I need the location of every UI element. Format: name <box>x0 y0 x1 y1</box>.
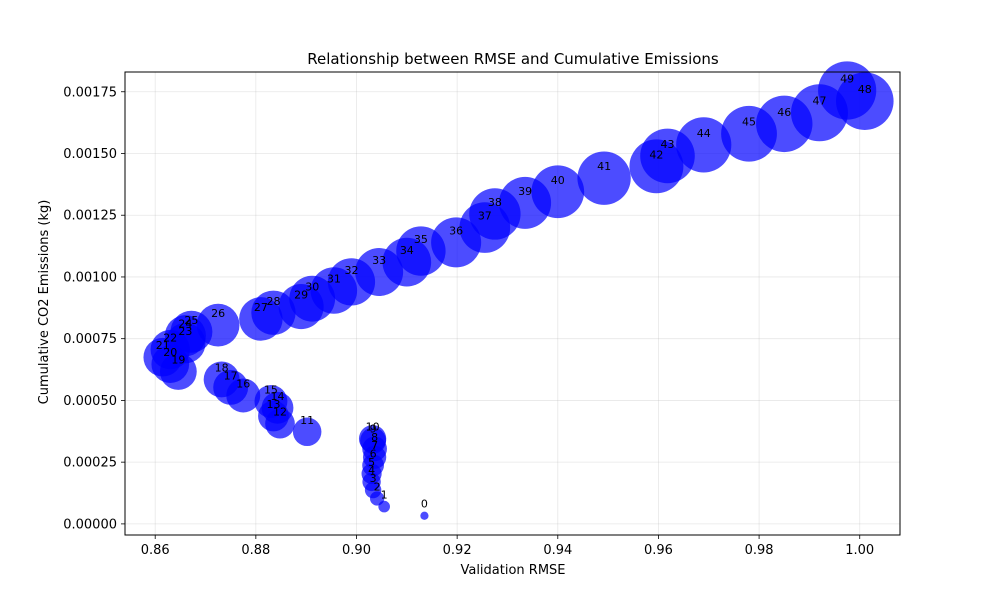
point-label: 39 <box>518 185 532 198</box>
point-label: 31 <box>327 273 341 286</box>
data-points <box>143 61 894 520</box>
plot-frame <box>124 71 901 536</box>
point-label: 7 <box>371 439 378 452</box>
point-label: 13 <box>266 398 280 411</box>
y-tick-label: 0.00075 <box>63 332 117 347</box>
y-tick-label: 0.00050 <box>63 394 117 409</box>
data-point <box>358 425 387 453</box>
x-tick-label: 0.90 <box>342 543 371 558</box>
point-label: 15 <box>264 383 278 396</box>
point-label: 30 <box>305 281 319 294</box>
data-point <box>676 117 732 173</box>
point-label: 3 <box>370 472 377 485</box>
point-label: 41 <box>597 160 611 173</box>
point-label: 29 <box>294 289 308 302</box>
point-label: 5 <box>368 456 375 469</box>
point-label: 2 <box>374 480 381 493</box>
x-axis-label: Validation RMSE <box>460 563 565 578</box>
y-tick-label: 0.00125 <box>63 209 117 224</box>
point-label: 20 <box>163 346 177 359</box>
point-label: 6 <box>370 447 377 460</box>
point-label: 38 <box>488 196 502 209</box>
point-label: 36 <box>449 224 463 237</box>
point-label: 34 <box>400 244 414 257</box>
x-tick-label: 0.94 <box>543 543 572 558</box>
x-tick-label: 0.88 <box>241 543 270 558</box>
x-tick-label: 0.96 <box>644 543 673 558</box>
x-tick-label: 0.92 <box>443 543 472 558</box>
point-label: 18 <box>215 361 229 374</box>
y-tick-label: 0.00025 <box>63 456 117 471</box>
point-label: 17 <box>224 369 238 382</box>
point-label: 26 <box>211 307 225 320</box>
data-point <box>420 511 429 520</box>
point-label: 12 <box>273 406 287 419</box>
point-label: 4 <box>368 464 375 477</box>
point-label: 40 <box>551 174 565 187</box>
y-tick-label: 0.00000 <box>63 517 117 532</box>
data-point <box>196 303 240 347</box>
point-label: 19 <box>171 354 185 367</box>
point-label: 46 <box>777 106 791 119</box>
point-label: 35 <box>414 233 428 246</box>
data-point <box>818 61 877 120</box>
point-label: 28 <box>266 295 280 308</box>
point-label: 42 <box>649 148 663 161</box>
point-label: 21 <box>156 339 170 352</box>
point-label: 8 <box>371 431 378 444</box>
y-axis-ticks: 0.00000 0.00025 0.00050 0.00075 0.00100 0.001… <box>63 85 125 532</box>
point-label: 43 <box>661 138 675 151</box>
point-label: 0 <box>421 498 428 511</box>
chart-title: Relationship between RMSE and Cumulative… <box>307 50 719 68</box>
point-label: 16 <box>236 377 250 390</box>
point-label: 14 <box>270 390 284 403</box>
y-tick-label: 0.00100 <box>63 270 117 285</box>
point-label: 27 <box>254 301 268 314</box>
data-point <box>292 417 322 447</box>
point-label: 44 <box>697 127 711 140</box>
point-label: 24 <box>178 318 192 331</box>
y-tick-label: 0.00150 <box>63 147 117 162</box>
point-label: 37 <box>478 210 492 223</box>
point-label: 33 <box>372 254 386 267</box>
point-label: 9 <box>370 423 377 436</box>
data-point <box>203 361 240 398</box>
x-axis-ticks: 0.86 0.88 0.90 0.92 0.94 0.96 0.98 1.00 <box>141 535 874 558</box>
y-tick-label: 0.00175 <box>63 85 117 100</box>
point-label: 32 <box>344 264 358 277</box>
point-label: 25 <box>184 314 198 327</box>
y-axis-label: Cumulative CO2 Emissions (kg) <box>37 200 52 405</box>
point-label: 47 <box>812 95 826 108</box>
point-label: 48 <box>858 83 872 96</box>
point-label: 22 <box>163 332 177 345</box>
point-label: 1 <box>381 489 388 502</box>
point-label: 11 <box>300 414 314 427</box>
point-label: 49 <box>840 73 854 86</box>
x-tick-label: 0.98 <box>745 543 774 558</box>
x-tick-label: 1.00 <box>845 543 874 558</box>
point-label: 10 <box>366 421 380 434</box>
point-label: 23 <box>178 325 192 338</box>
data-point <box>254 384 288 418</box>
data-point <box>577 151 631 205</box>
point-label: 45 <box>742 116 756 129</box>
x-tick-label: 0.86 <box>141 543 170 558</box>
data-point <box>531 165 585 219</box>
